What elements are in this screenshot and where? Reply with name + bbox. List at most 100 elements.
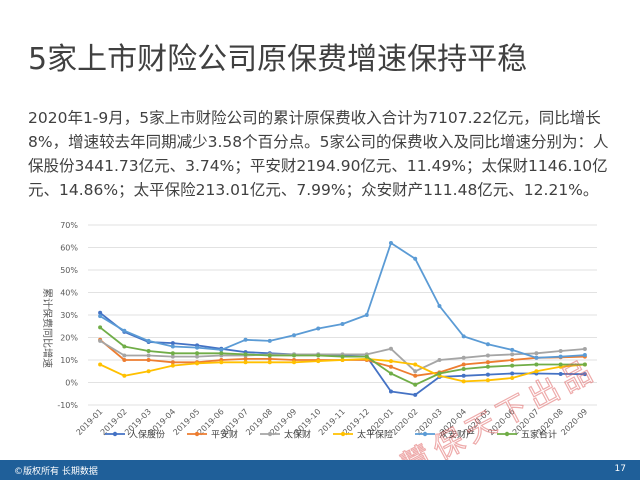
data-point	[364, 313, 369, 317]
legend-item: 五家合计	[497, 429, 557, 441]
legend-item: 人保股份	[105, 429, 165, 441]
data-point	[510, 371, 515, 376]
y-axis-label: 累计保费同比增速	[41, 288, 54, 368]
data-point	[195, 351, 200, 356]
legend-label: 众安财产	[439, 429, 475, 441]
data-point	[98, 325, 103, 330]
footer-copyright: ©版权所有 长期数据	[14, 467, 98, 477]
legend-swatch-marker	[267, 431, 273, 437]
y-tick-label: -10%	[57, 401, 78, 410]
data-point	[340, 354, 345, 359]
legend-swatch-marker	[422, 431, 428, 437]
y-tick-label: 60%	[60, 244, 78, 253]
data-point	[292, 353, 297, 358]
data-point	[388, 241, 393, 245]
data-point	[461, 362, 466, 367]
data-point	[534, 351, 539, 356]
data-point	[267, 338, 272, 343]
data-point	[146, 353, 151, 358]
data-point	[195, 345, 200, 350]
series-5	[98, 241, 587, 360]
data-point	[510, 347, 515, 352]
legend-label: 五家合计	[521, 429, 557, 441]
data-point	[558, 362, 563, 367]
data-point	[292, 360, 297, 365]
data-point	[388, 359, 393, 364]
data-point	[388, 371, 393, 376]
data-point	[388, 364, 393, 369]
legend-label: 平安财	[211, 429, 238, 441]
data-point	[413, 362, 418, 367]
data-point	[195, 361, 200, 366]
data-point	[388, 389, 393, 394]
data-point	[122, 353, 127, 358]
data-point	[122, 373, 127, 378]
legend-swatch-marker	[340, 431, 346, 437]
premium-growth-line-chart: -10%0%10%20%30%40%50%60%70% 累计保费同比增速 201…	[41, 221, 597, 441]
data-point	[219, 360, 224, 365]
data-point	[98, 314, 103, 319]
data-point	[316, 326, 321, 331]
data-point	[170, 354, 175, 359]
page-number: 17	[614, 464, 626, 474]
data-point	[170, 344, 175, 349]
y-tick-labels: -10% 0% 10% 20% 30% 40% 50% 60% 70%	[57, 221, 78, 410]
data-point	[582, 372, 587, 377]
data-point	[170, 360, 175, 365]
data-point	[146, 338, 151, 343]
legend-swatch-marker	[504, 431, 510, 437]
data-point	[558, 371, 563, 376]
data-point	[122, 328, 127, 333]
legend-item: 太平保险	[333, 429, 393, 441]
data-point	[582, 346, 587, 351]
data-point	[170, 351, 175, 356]
data-point	[485, 378, 490, 383]
data-point	[413, 369, 418, 374]
legend-label: 人保股份	[129, 429, 165, 441]
data-point	[243, 356, 248, 361]
legend-label: 太平保险	[357, 429, 393, 441]
data-point	[146, 358, 151, 362]
data-point	[485, 353, 490, 358]
y-tick-label: 10%	[60, 356, 78, 365]
data-point	[316, 353, 321, 358]
data-point	[98, 338, 103, 343]
data-point	[510, 358, 515, 362]
data-point	[243, 360, 248, 365]
y-tick-label: 20%	[60, 334, 78, 343]
data-point	[413, 256, 418, 261]
data-point	[437, 371, 442, 376]
data-point	[461, 373, 466, 378]
data-point	[219, 351, 224, 356]
data-point	[534, 369, 539, 374]
data-point	[146, 369, 151, 374]
data-point	[534, 355, 539, 360]
chart-gridlines	[88, 224, 597, 406]
slide-title: 5家上市财险公司原保费增速保持平稳	[28, 42, 528, 77]
legend-swatch-marker	[194, 431, 200, 437]
data-point	[485, 372, 490, 377]
data-point	[292, 333, 297, 338]
data-point	[510, 363, 515, 368]
data-point	[122, 344, 127, 349]
data-point	[461, 367, 466, 371]
data-point	[243, 337, 248, 342]
data-point	[534, 362, 539, 367]
data-point	[146, 349, 151, 353]
data-point	[510, 376, 515, 380]
data-point	[485, 342, 490, 347]
data-point	[267, 353, 272, 358]
data-point	[582, 362, 587, 367]
y-tick-label: 70%	[60, 221, 78, 230]
data-point	[243, 352, 248, 357]
data-point	[437, 304, 442, 308]
data-point	[195, 354, 200, 359]
data-point	[461, 355, 466, 360]
data-point	[388, 346, 393, 351]
y-tick-label: 40%	[60, 289, 78, 298]
data-point	[340, 322, 345, 326]
data-point	[267, 360, 272, 365]
data-point	[98, 310, 103, 315]
data-point	[485, 360, 490, 365]
legend-label: 太保财	[284, 429, 311, 441]
